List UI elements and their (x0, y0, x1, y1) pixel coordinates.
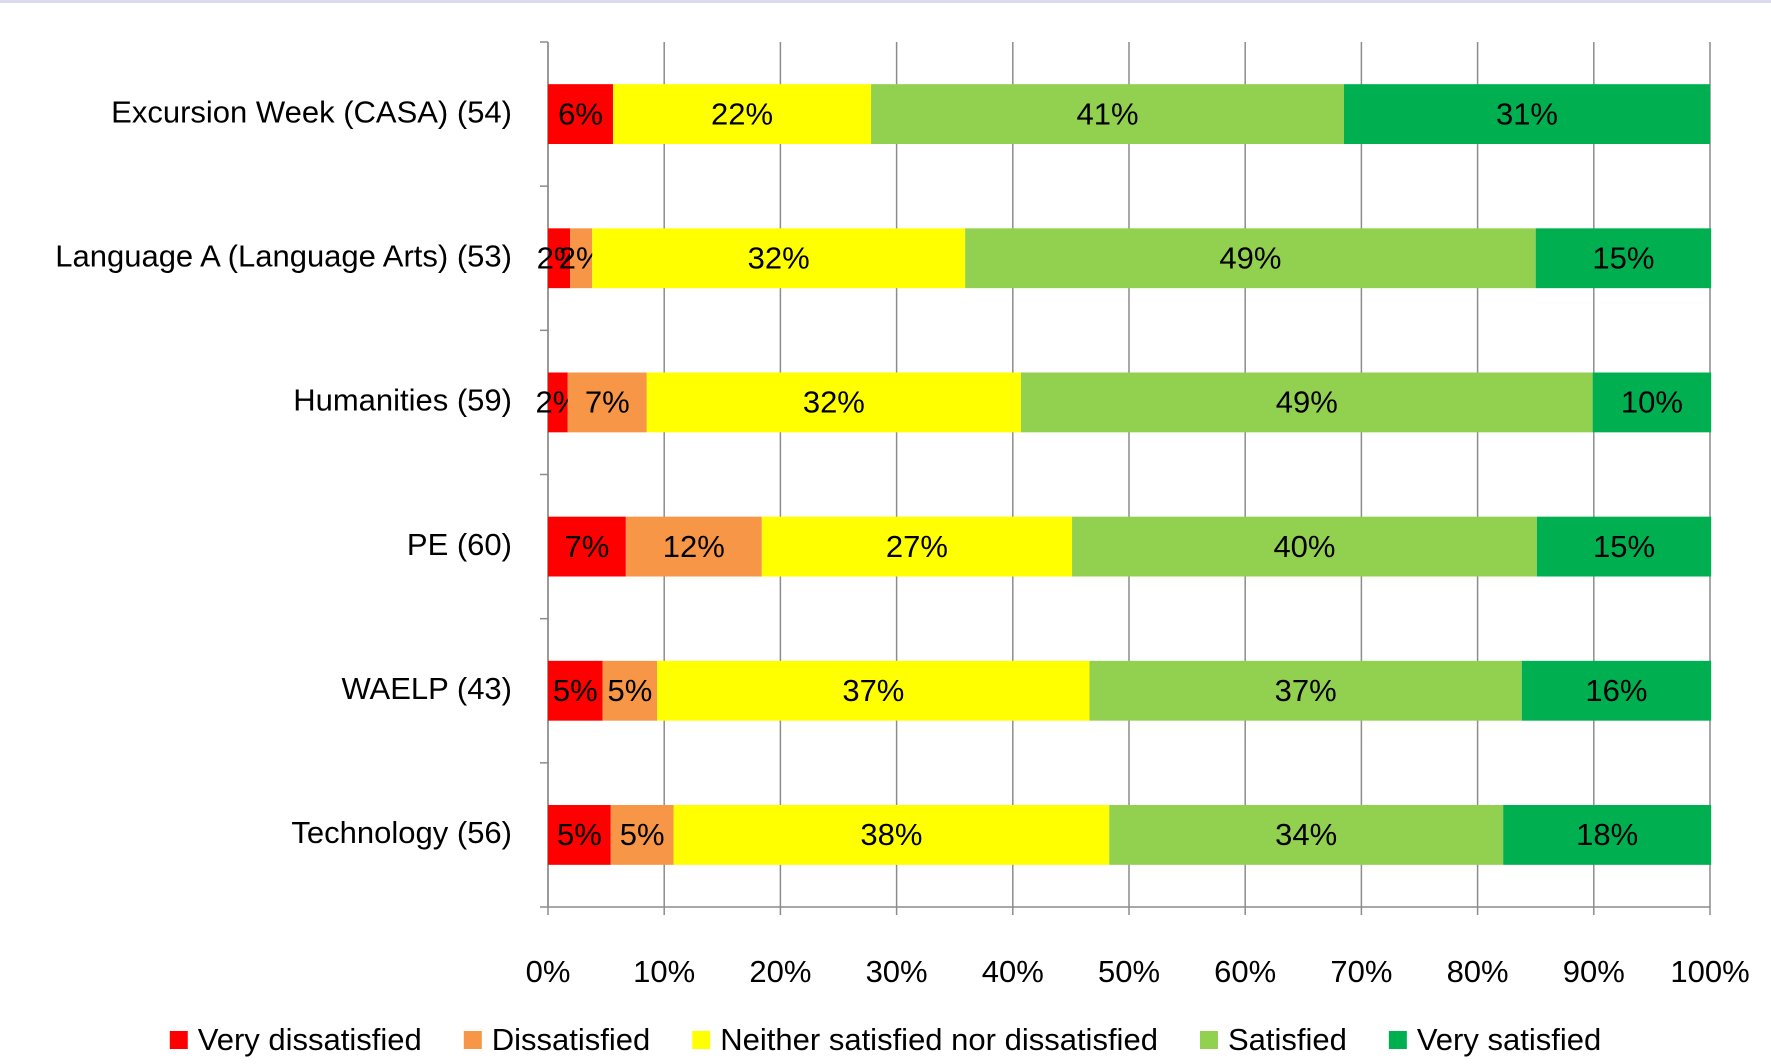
y-tick-label: PE (60) (407, 527, 512, 562)
data-label: 27% (886, 529, 948, 564)
bar-segment (602, 660, 658, 721)
bar-segment (548, 805, 611, 865)
bar-segment (673, 805, 1110, 865)
legend-label: Neither satisfied nor dissatisfied (720, 1022, 1158, 1057)
bar-segment (1109, 805, 1504, 865)
data-label: 18% (1576, 817, 1638, 852)
data-label: 15% (1592, 240, 1654, 275)
data-label: 31% (1496, 96, 1558, 131)
x-tick-label: 20% (749, 954, 811, 989)
bar-segment (1503, 805, 1712, 865)
bar-segment (1536, 516, 1712, 577)
legend-swatch (1388, 1031, 1407, 1049)
data-label: 32% (748, 240, 810, 275)
x-tick-label: 50% (1098, 954, 1160, 989)
data-label: 40% (1273, 529, 1335, 564)
x-tick-label: 100% (1670, 954, 1749, 989)
bar-segment (548, 228, 571, 289)
bar-segment (567, 372, 647, 433)
y-tick-label: Language A (Language Arts) (53) (55, 238, 512, 273)
bar-segment (871, 84, 1344, 144)
data-label: 5% (557, 817, 602, 852)
y-tick-label: Humanities (59) (293, 383, 512, 418)
bar-segment (548, 516, 626, 577)
bar-segment (1535, 228, 1712, 289)
legend-label: Very satisfied (1417, 1022, 1601, 1057)
data-label: 16% (1585, 673, 1647, 708)
bar-segment (592, 228, 966, 289)
bar-segment (548, 84, 614, 144)
bar-segment (610, 805, 674, 865)
bar-segment (965, 228, 1536, 289)
bar-segment (625, 516, 762, 577)
data-label: 7% (585, 385, 630, 420)
bar-segment (548, 372, 568, 433)
x-tick-label: 40% (982, 954, 1044, 989)
bar-segment (1072, 516, 1537, 577)
data-label: 49% (1276, 385, 1338, 420)
data-label: 41% (1076, 96, 1138, 131)
bar-segment (761, 516, 1073, 577)
legend-swatch (1199, 1031, 1218, 1049)
y-tick-label: Technology (56) (291, 815, 512, 850)
data-label: 38% (860, 817, 922, 852)
data-label: 15% (1593, 529, 1655, 564)
data-label: 5% (553, 673, 598, 708)
x-tick-label: 10% (633, 954, 695, 989)
bar-segment (570, 228, 593, 289)
data-label: 12% (663, 529, 725, 564)
x-tick-label: 70% (1330, 954, 1392, 989)
bar-segment (1521, 660, 1712, 721)
data-label: 7% (565, 529, 610, 564)
bar-segment (1089, 660, 1522, 721)
legend-swatch (463, 1031, 482, 1049)
data-label: 5% (608, 673, 653, 708)
data-label: 6% (558, 96, 603, 131)
legend-label: Satisfied (1228, 1022, 1347, 1057)
legend-label: Dissatisfied (492, 1022, 651, 1057)
x-tick-label: 90% (1563, 954, 1625, 989)
data-label: 37% (842, 673, 904, 708)
x-tick-label: 0% (526, 954, 571, 989)
bar-segment (1020, 372, 1593, 433)
bar-segment (646, 372, 1021, 433)
bar-segment (657, 660, 1090, 721)
legend-swatch (692, 1031, 711, 1049)
legend-label: Very dissatisfied (198, 1022, 422, 1057)
data-label: 37% (1275, 673, 1337, 708)
data-label: 5% (620, 817, 665, 852)
legend-swatch (169, 1031, 188, 1049)
y-tick-label: Excursion Week (CASA) (54) (111, 94, 512, 129)
data-label: 34% (1275, 817, 1337, 852)
bar-segment (1343, 84, 1710, 144)
x-tick-label: 30% (866, 954, 928, 989)
data-label: 32% (803, 385, 865, 420)
top-border (0, 0, 1771, 3)
bar-segment (613, 84, 872, 144)
x-tick-label: 60% (1214, 954, 1276, 989)
x-tick-label: 80% (1447, 954, 1509, 989)
bar-segment (1592, 372, 1712, 433)
data-label: 49% (1219, 240, 1281, 275)
data-label: 10% (1621, 385, 1683, 420)
bar-segment (548, 660, 603, 721)
y-tick-label: WAELP (43) (341, 671, 512, 706)
data-label: 22% (711, 96, 773, 131)
